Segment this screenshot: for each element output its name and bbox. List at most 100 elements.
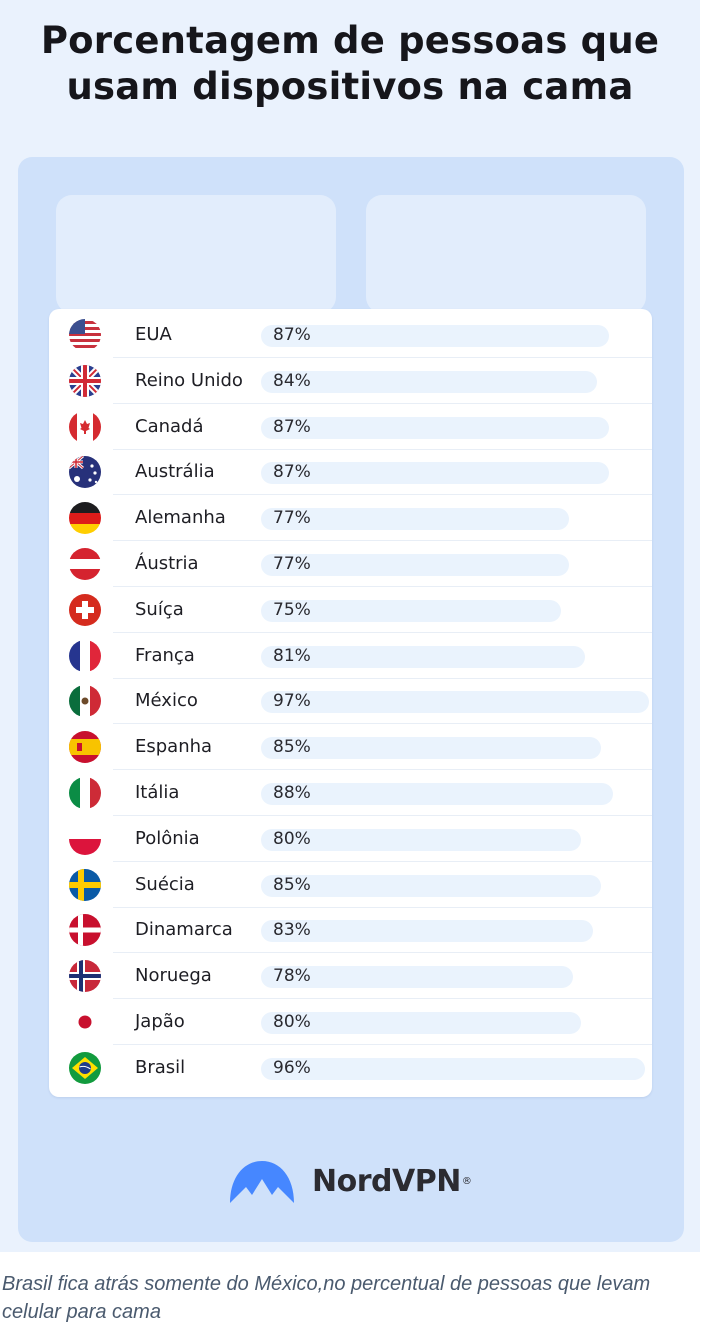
brand-text: NordVPN bbox=[312, 1164, 461, 1199]
percentage-label: 78% bbox=[273, 966, 311, 987]
country-name: Canadá bbox=[135, 415, 204, 437]
table-row: Dinamarca 83% bbox=[49, 907, 652, 954]
percentage-bar bbox=[261, 828, 581, 851]
percentage-bar bbox=[261, 645, 585, 668]
percentage-label: 83% bbox=[273, 920, 311, 941]
percentage-label: 85% bbox=[273, 737, 311, 758]
row-divider bbox=[113, 494, 652, 496]
caption: Brasil fica atrás somente do México,no p… bbox=[2, 1273, 651, 1323]
row-divider bbox=[113, 769, 652, 771]
sweden-flag-icon bbox=[69, 868, 101, 901]
brand-mark: ® bbox=[461, 1176, 472, 1187]
header-card-right bbox=[366, 195, 646, 313]
percentage-label: 87% bbox=[273, 462, 311, 483]
country-name: Suíça bbox=[135, 598, 184, 620]
percentage-bar bbox=[261, 1012, 581, 1034]
percentage-bar bbox=[261, 737, 601, 760]
japan-flag-icon bbox=[69, 1006, 101, 1038]
row-divider bbox=[113, 357, 652, 358]
country-table: EUA 87% Reino Unido 84% Canadá 87% Austrália 87… bbox=[49, 309, 652, 1097]
row-divider bbox=[113, 448, 652, 450]
row-divider bbox=[113, 586, 652, 587]
percentage-label: 77% bbox=[273, 508, 311, 529]
table-row: Suécia 85% bbox=[49, 862, 652, 908]
country-name: Dinamarca bbox=[135, 919, 233, 941]
title-line-2: usam dispositivos na cama bbox=[66, 65, 634, 108]
table-row: Áustria 77% bbox=[49, 541, 652, 587]
table-row: Noruega 78% bbox=[49, 953, 652, 1000]
nordvpn-logo-icon bbox=[230, 1161, 294, 1203]
brand-name: NordVPN® bbox=[312, 1163, 472, 1201]
country-name: México bbox=[135, 690, 198, 712]
percentage-label: 87% bbox=[273, 325, 311, 345]
country-name: Noruega bbox=[135, 965, 212, 987]
uk-flag-icon bbox=[69, 364, 101, 397]
australia-flag-icon bbox=[69, 456, 101, 489]
percentage-label: 96% bbox=[273, 1057, 311, 1078]
percentage-bar bbox=[261, 325, 609, 347]
percentage-label: 77% bbox=[273, 554, 311, 574]
country-name: EUA bbox=[135, 324, 172, 345]
row-divider bbox=[113, 677, 652, 679]
percentage-bar bbox=[261, 599, 561, 622]
table-row: Japão 80% bbox=[49, 999, 652, 1045]
chart-title: Porcentagem de pessoas que usam disposit… bbox=[0, 18, 700, 110]
percentage-label: 80% bbox=[273, 828, 311, 849]
percentage-label: 84% bbox=[273, 370, 311, 391]
percentage-bar bbox=[261, 874, 601, 897]
infographic: Porcentagem de pessoas que usam disposit… bbox=[0, 0, 700, 1252]
table-row: França 81% bbox=[49, 633, 652, 679]
percentage-label: 75% bbox=[273, 599, 311, 620]
percentage-bar bbox=[261, 370, 597, 393]
row-divider bbox=[113, 1044, 652, 1045]
percentage-label: 80% bbox=[273, 1012, 311, 1032]
poland-flag-icon bbox=[69, 822, 101, 855]
country-name: Reino Unido bbox=[135, 369, 243, 391]
table-row: Austrália 87% bbox=[49, 449, 652, 496]
percentage-bar bbox=[261, 508, 569, 531]
percentage-bar bbox=[261, 783, 613, 805]
france-flag-icon bbox=[69, 639, 101, 672]
brazil-flag-icon bbox=[69, 1051, 101, 1084]
usa-flag-icon bbox=[69, 319, 101, 351]
table-row: EUA 87% bbox=[49, 312, 652, 358]
row-divider bbox=[113, 906, 652, 908]
percentage-label: 81% bbox=[273, 645, 311, 666]
percentage-label: 97% bbox=[273, 691, 311, 712]
table-row: México 97% bbox=[49, 678, 652, 725]
germany-flag-icon bbox=[69, 502, 101, 535]
row-divider bbox=[113, 998, 652, 1000]
percentage-bar bbox=[261, 462, 609, 485]
table-row: Reino Unido 84% bbox=[49, 358, 652, 404]
table-row: Itália 88% bbox=[49, 770, 652, 816]
percentage-label: 88% bbox=[273, 783, 311, 803]
row-divider bbox=[113, 815, 652, 816]
country-name: Áustria bbox=[135, 553, 199, 574]
spain-flag-icon bbox=[69, 731, 101, 764]
country-name: Austrália bbox=[135, 461, 215, 483]
row-divider bbox=[113, 631, 652, 633]
mexico-flag-icon bbox=[69, 685, 101, 718]
table-row: Alemanha 77% bbox=[49, 495, 652, 542]
table-row: Polônia 80% bbox=[49, 816, 652, 862]
canada-flag-icon bbox=[69, 410, 101, 443]
percentage-bar bbox=[261, 1057, 645, 1080]
row-divider bbox=[113, 952, 652, 954]
table-row: Brasil 96% bbox=[49, 1045, 652, 1091]
percentage-bar bbox=[261, 920, 593, 943]
denmark-flag-icon bbox=[69, 914, 101, 947]
country-name: Brasil bbox=[135, 1056, 186, 1078]
title-line-1: Porcentagem de pessoas que bbox=[40, 19, 660, 62]
italy-flag-icon bbox=[69, 777, 101, 809]
country-name: Itália bbox=[135, 782, 180, 803]
table-row: Suíça 75% bbox=[49, 587, 652, 633]
row-divider bbox=[113, 723, 652, 725]
row-divider bbox=[113, 402, 652, 404]
country-name: Espanha bbox=[135, 736, 213, 758]
country-name: Alemanha bbox=[135, 507, 226, 529]
percentage-label: 87% bbox=[273, 416, 311, 437]
norway-flag-icon bbox=[69, 960, 101, 993]
country-name: Japão bbox=[135, 1011, 185, 1032]
percentage-bar bbox=[261, 966, 573, 989]
percentage-bar bbox=[261, 691, 649, 714]
